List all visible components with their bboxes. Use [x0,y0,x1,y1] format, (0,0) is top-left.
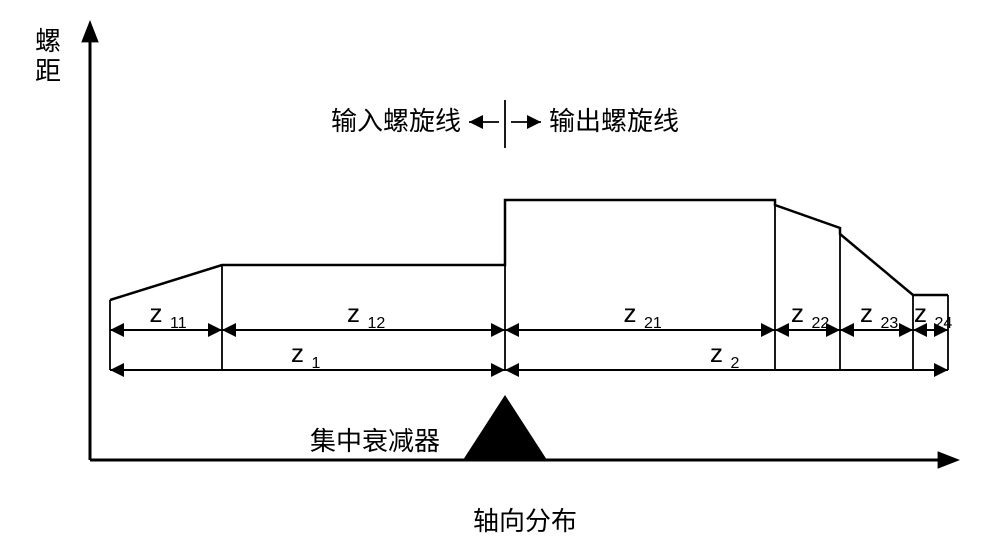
svg-text:11: 11 [170,315,187,332]
svg-text:22: 22 [812,315,830,332]
diagram-svg: 螺距 轴向分布 z11z12z21z22z23z24 z1z2 输入螺旋线 输出… [0,0,1000,560]
y-axis-label: 螺距 [35,26,61,86]
svg-text:2: 2 [731,355,740,372]
svg-text:z: z [347,298,360,328]
svg-text:z: z [150,298,163,328]
svg-text:z: z [710,338,723,368]
y-axis-arrow [81,20,99,42]
attenuator-icon [463,395,547,460]
top-arrow-left-head [469,115,483,129]
svg-text:z: z [791,298,804,328]
dimension-row-totals: z1z2 [110,338,948,377]
pitch-profile [110,200,948,300]
output-helix-label: 输出螺旋线 [549,106,679,136]
x-axis-label: 轴向分布 [473,506,577,536]
svg-text:z: z [291,338,304,368]
top-arrow-right-head [527,115,541,129]
top-labels-group: 输入螺旋线 输出螺旋线 [331,100,679,148]
extension-lines [110,200,948,370]
svg-text:z: z [860,298,873,328]
svg-text:23: 23 [881,315,899,332]
dimension-row-segments: z 11 z 12 z 21 z 22 z 23 z 24 [110,298,952,337]
svg-text:12: 12 [368,315,386,332]
svg-text:z: z [914,298,927,328]
x-axis-arrow [938,451,960,469]
input-helix-label: 输入螺旋线 [331,106,461,136]
svg-text:z: z [624,298,637,328]
svg-text:21: 21 [644,315,662,332]
attenuator-label: 集中衰减器 [310,426,440,456]
diagram-container: 螺距 轴向分布 z11z12z21z22z23z24 z1z2 输入螺旋线 输出… [0,0,1000,560]
svg-text:1: 1 [312,355,321,372]
svg-text:24: 24 [935,315,953,332]
